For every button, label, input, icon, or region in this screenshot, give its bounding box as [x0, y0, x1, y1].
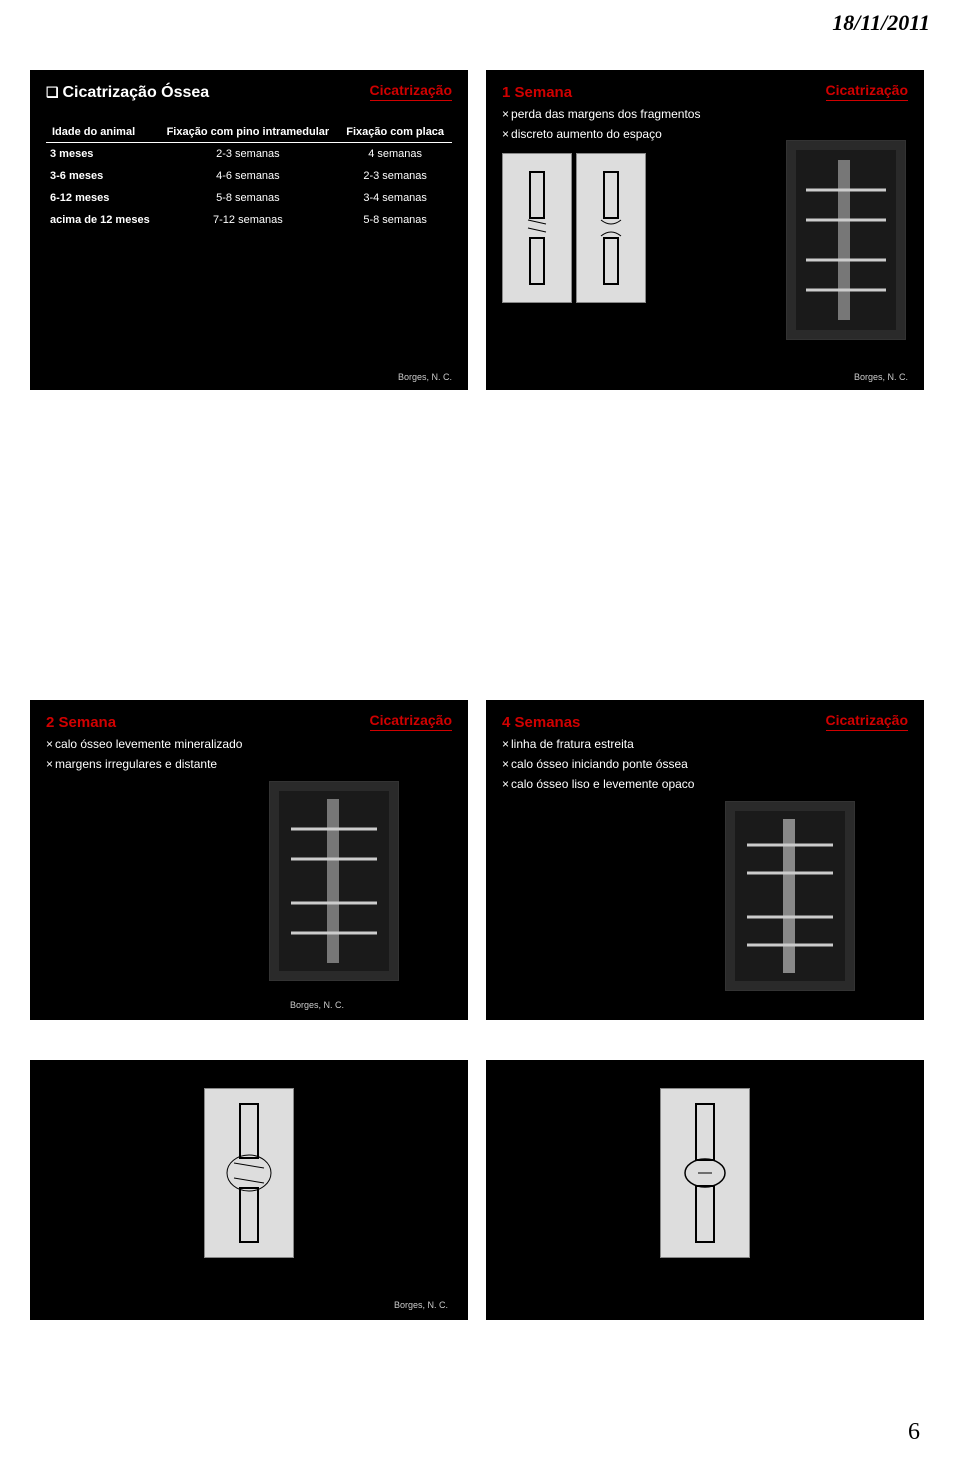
- cell: 3-6 meses: [46, 165, 158, 187]
- cell: 5-8 semanas: [338, 209, 452, 231]
- table-row: 3 meses 2-3 semanas 4 semanas: [46, 143, 452, 166]
- date-header: 18/11/2011: [832, 10, 930, 36]
- diagram-label: C: [204, 1262, 294, 1274]
- slide-1-semana: Cicatrização 1 Semana perda das margens …: [486, 70, 924, 390]
- citation: Borges, N. C.: [290, 1000, 344, 1010]
- bullet-text: calo ósseo levemente mineralizado: [46, 737, 452, 751]
- bullet-text: calo ósseo iniciando ponte óssea: [502, 757, 908, 771]
- cell: 2-3 semanas: [338, 165, 452, 187]
- citation: Borges, N. C.: [854, 372, 908, 382]
- cell: 4 semanas: [338, 143, 452, 166]
- section-label: Cicatrização: [826, 82, 908, 101]
- cell: 2-3 semanas: [158, 143, 339, 166]
- col-header: Idade do animal: [46, 122, 158, 143]
- bullet-text: margens irregulares e distante: [46, 757, 452, 771]
- slide-row-1: Cicatrização Cicatrização Óssea Idade do…: [30, 70, 924, 390]
- slide-healing-table: Cicatrização Cicatrização Óssea Idade do…: [30, 70, 468, 390]
- section-label: Cicatrização: [826, 712, 908, 731]
- page-number: 6: [908, 1419, 920, 1446]
- slide-row-2: Cicatrização 2 Semana calo ósseo levemen…: [30, 700, 924, 1020]
- diagram-pair: [502, 153, 646, 303]
- cell: 5-8 semanas: [158, 187, 339, 209]
- citation: Borges, N. C.: [398, 372, 452, 382]
- citation: Borges, N. C.: [394, 1300, 448, 1310]
- bullet-text: discreto aumento do espaço: [502, 127, 908, 141]
- bullet-text: calo ósseo liso e levemente opaco: [502, 777, 908, 791]
- bullet-text: perda das margens dos fragmentos: [502, 107, 908, 121]
- cell: 4-6 semanas: [158, 165, 339, 187]
- diagram-label: D: [660, 1262, 750, 1274]
- xray-image: [786, 140, 906, 340]
- table-row: 6-12 meses 5-8 semanas 3-4 semanas: [46, 187, 452, 209]
- diagram-label: B: [576, 305, 646, 317]
- cell: 6-12 meses: [46, 187, 158, 209]
- section-label: Cicatrização: [370, 712, 452, 731]
- col-header: Fixação com pino intramedular: [158, 122, 339, 143]
- bone-diagram-icon: [576, 153, 646, 303]
- slide-4-semanas-diagram: D: [486, 1060, 924, 1320]
- cell: 3 meses: [46, 143, 158, 166]
- bone-diagram-icon: [204, 1088, 294, 1258]
- table-header-row: Idade do animal Fixação com pino intrame…: [46, 122, 452, 143]
- xray-image: [725, 801, 855, 991]
- xray-image: [269, 781, 399, 981]
- col-header: Fixação com placa: [338, 122, 452, 143]
- table-row: acima de 12 meses 7-12 semanas 5-8 seman…: [46, 209, 452, 231]
- cell: 7-12 semanas: [158, 209, 339, 231]
- slide-2-semana-diagram: C Borges, N. C.: [30, 1060, 468, 1320]
- bone-diagram-icon: [502, 153, 572, 303]
- slide-row-3: C Borges, N. C. D: [30, 1060, 924, 1320]
- diagram-label: A: [502, 305, 572, 317]
- slide-4-semanas: Cicatrização 4 Semanas linha de fratura …: [486, 700, 924, 1020]
- healing-table: Idade do animal Fixação com pino intrame…: [46, 122, 452, 231]
- table-row: 3-6 meses 4-6 semanas 2-3 semanas: [46, 165, 452, 187]
- bullet-text: linha de fratura estreita: [502, 737, 908, 751]
- cell: 3-4 semanas: [338, 187, 452, 209]
- section-label: Cicatrização: [370, 82, 452, 101]
- slide-2-semana: Cicatrização 2 Semana calo ósseo levemen…: [30, 700, 468, 1020]
- bone-diagram-icon: [660, 1088, 750, 1258]
- cell: acima de 12 meses: [46, 209, 158, 231]
